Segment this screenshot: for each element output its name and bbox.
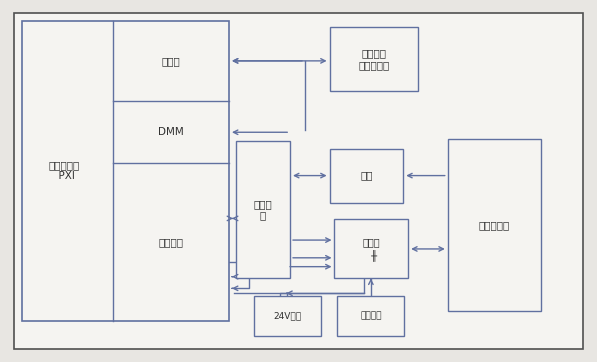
Bar [236, 140, 290, 278]
Bar [330, 148, 404, 203]
Text: DMM: DMM [158, 127, 184, 137]
Text: 被测电路板: 被测电路板 [479, 220, 510, 230]
Text: 继电器
  ╫: 继电器 ╫ [362, 237, 380, 261]
Text: 工业计算机
  PXI: 工业计算机 PXI [48, 160, 79, 181]
Text: 控制器: 控制器 [162, 56, 180, 66]
Bar [337, 296, 404, 336]
Bar [334, 219, 408, 278]
Bar [22, 21, 229, 321]
Text: 接口单
元: 接口单 元 [254, 199, 272, 220]
Bar [330, 28, 418, 91]
Text: 针床: 针床 [360, 171, 373, 181]
Bar [254, 296, 321, 336]
Text: 矩阵开关: 矩阵开关 [158, 237, 183, 247]
Bar [448, 139, 541, 311]
Text: 24V电源: 24V电源 [273, 311, 301, 320]
Text: 键盘、鼠
标、显示器: 键盘、鼠 标、显示器 [358, 49, 389, 70]
Text: 用户设备: 用户设备 [360, 311, 381, 320]
